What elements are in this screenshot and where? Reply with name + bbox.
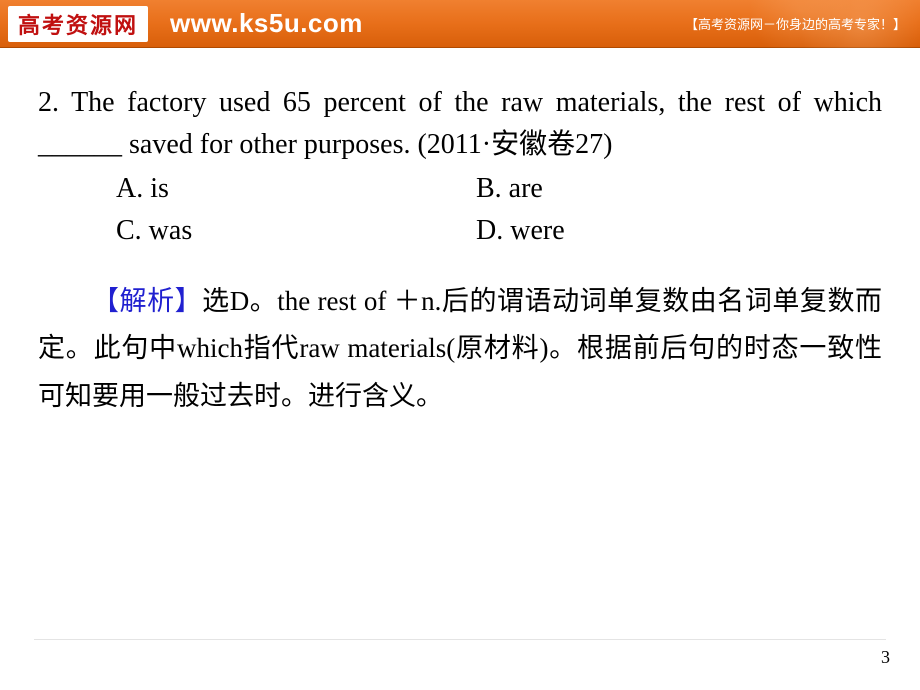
option-a: A. is [116, 168, 476, 210]
logo-text: 高考资源网 [18, 8, 138, 40]
tagline: 【高考资源网－你身边的高考专家！】 [685, 14, 906, 33]
option-row-2: C. was D. were [116, 210, 882, 252]
options-block: A. is B. are C. was D. were [38, 168, 882, 252]
option-c: C. was [116, 210, 476, 252]
option-d: D. were [476, 210, 565, 252]
question-stem: 2. The factory used 65 percent of the ra… [38, 82, 882, 166]
analysis-label: 【解析】 [92, 286, 202, 316]
option-b: B. are [476, 168, 543, 210]
page-number: 3 [881, 647, 890, 668]
explanation: 【解析】选D。the rest of ＋n.后的谓语动词单复数由名词单复数而定。… [38, 278, 882, 420]
logo-box: 高考资源网 [8, 6, 148, 42]
footer-divider [34, 639, 886, 640]
option-row-1: A. is B. are [116, 168, 882, 210]
site-url: www.ks5u.com [170, 8, 363, 39]
page-header: 高考资源网 www.ks5u.com 【高考资源网－你身边的高考专家！】 [0, 0, 920, 48]
slide-content: 2. The factory used 65 percent of the ra… [0, 48, 920, 420]
